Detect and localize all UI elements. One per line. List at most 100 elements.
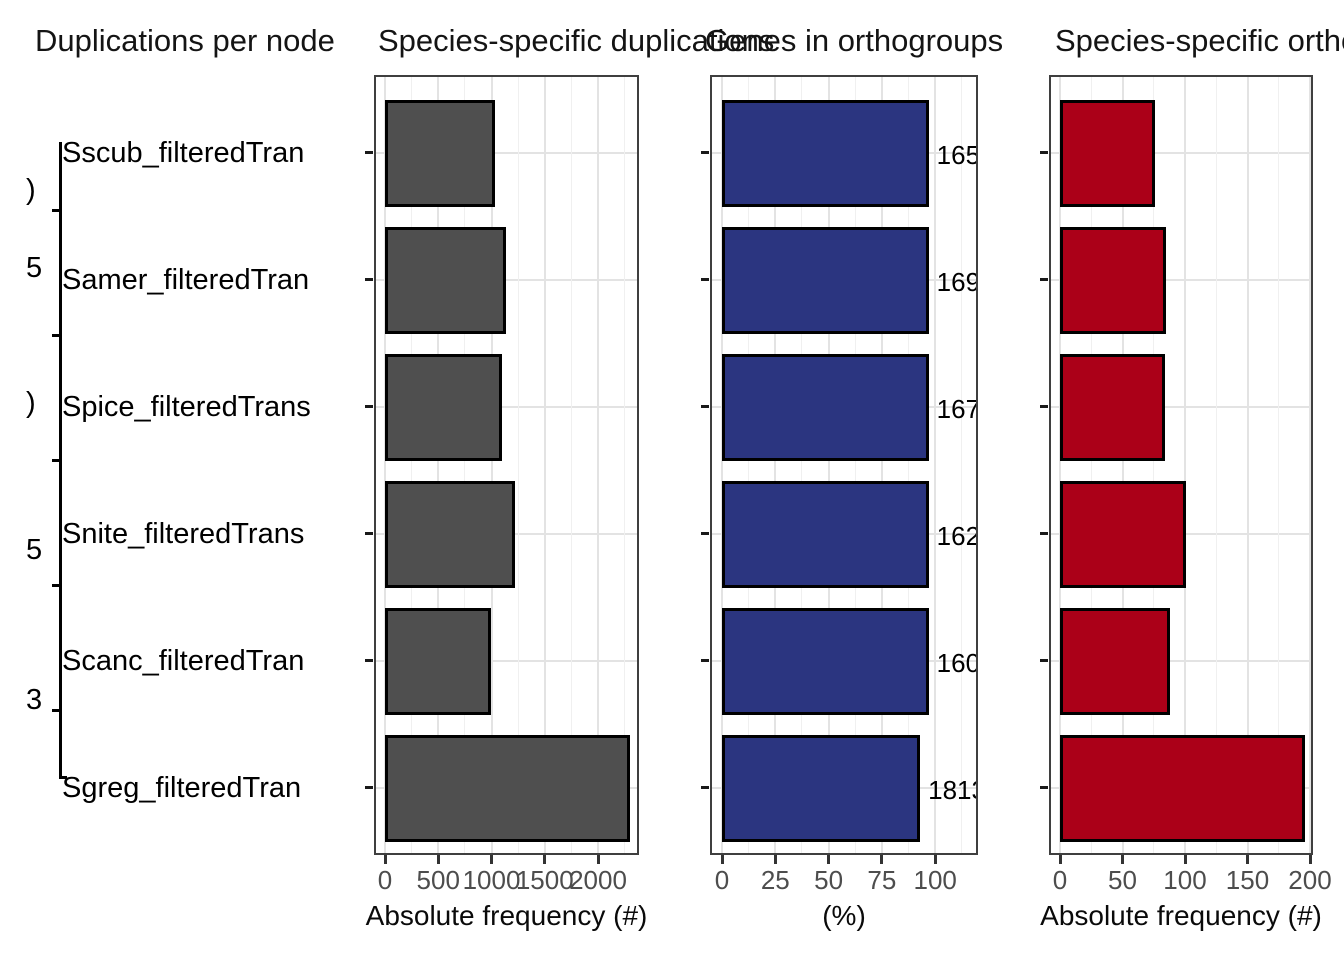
bar	[722, 734, 921, 842]
bar-value-label: 169	[936, 267, 978, 297]
species-tip-label: Scanc_filteredTran	[62, 645, 305, 677]
bar	[385, 734, 630, 842]
bar	[722, 480, 929, 588]
gridline-vertical-minor	[908, 77, 910, 853]
bar	[385, 226, 507, 334]
bar	[385, 99, 495, 207]
tree-node-branch	[52, 459, 61, 462]
bar	[385, 353, 503, 461]
gridline-vertical-major	[1121, 77, 1124, 853]
x-axis-tick	[933, 855, 937, 864]
x-axis-title: (%)	[822, 900, 866, 931]
plot-panel: 165 169 167 162 160 1813	[710, 75, 978, 855]
x-axis-tick-label: 1500	[515, 865, 574, 895]
y-axis-tick	[1040, 405, 1048, 408]
bar	[1060, 226, 1166, 334]
x-axis-tick	[436, 855, 440, 864]
y-axis-tick	[365, 532, 373, 535]
y-axis-tick	[365, 405, 373, 408]
gridline-horizontal	[376, 279, 637, 281]
species-tip-label: Snite_filteredTrans	[62, 518, 305, 550]
bar	[385, 480, 515, 588]
plot-panel	[1049, 75, 1313, 855]
bar	[385, 607, 492, 715]
gridline-vertical-minor	[464, 77, 466, 853]
gridline-vertical-minor	[517, 77, 519, 853]
gridline-horizontal	[1051, 152, 1311, 154]
x-axis-tick	[880, 855, 884, 864]
species-tip-label: Samer_filteredTran	[62, 264, 310, 296]
bar-value-label: 160	[936, 648, 978, 678]
x-axis-tick-label: 0	[714, 865, 730, 895]
gridline-horizontal	[1051, 406, 1311, 408]
gridline-vertical-minor	[1090, 77, 1092, 853]
tree-node-label-fragment: )	[26, 387, 36, 419]
y-axis-tick	[365, 151, 373, 154]
gridline-horizontal	[1051, 660, 1311, 662]
gridline-vertical-minor	[854, 77, 856, 853]
gridline-vertical-minor	[801, 77, 803, 853]
bar-value-label: 165	[936, 140, 978, 170]
y-axis-tick	[365, 786, 373, 789]
y-axis-tick	[1040, 786, 1048, 789]
gridline-vertical-major	[721, 77, 723, 853]
gridline-horizontal	[376, 660, 637, 662]
x-axis-tick	[773, 855, 777, 864]
gridline-horizontal	[376, 152, 637, 154]
y-axis-tick	[1040, 278, 1048, 281]
x-axis-tick-label: 500	[416, 865, 460, 895]
y-axis-tick	[1040, 151, 1048, 154]
x-axis-tick	[1246, 855, 1249, 864]
tree-node-label-fragment: 3	[26, 684, 43, 716]
x-axis-title: Absolute frequency (#)	[1040, 900, 1322, 931]
gridline-vertical-major	[543, 77, 546, 853]
bar-value-label: 162	[936, 521, 978, 551]
y-axis-tick	[701, 151, 709, 154]
gridline-vertical-major	[934, 77, 937, 853]
gridline-vertical-minor	[748, 77, 750, 853]
x-axis-tick	[1308, 855, 1312, 864]
x-axis-tick-label: 2000	[569, 865, 627, 895]
x-axis-tick-label: 1000	[462, 865, 521, 895]
bar-value-label: 1813	[928, 775, 976, 805]
tree-node-branch	[52, 209, 61, 212]
bar-value-label: 167	[936, 394, 978, 424]
bar	[722, 353, 929, 461]
bar	[722, 607, 929, 715]
tree-node-label-fragment: 5	[26, 534, 43, 566]
x-axis-tick-label: 50	[814, 865, 844, 895]
y-axis-tick	[701, 659, 709, 662]
x-axis-tick-label: 150	[1225, 865, 1270, 895]
x-axis-tick	[543, 855, 547, 864]
x-axis-tick	[1121, 855, 1124, 864]
gridline-vertical-minor	[961, 77, 963, 853]
genes-panel-title: Genes in orthogroups	[705, 23, 1004, 58]
species-tip-label: Spice_filteredTrans	[62, 391, 311, 423]
x-axis-title: Absolute frequency (#)	[365, 900, 648, 931]
tree-corner-branch	[59, 776, 67, 779]
x-axis-tick	[596, 855, 600, 864]
x-axis-tick-label: 0	[377, 865, 393, 895]
y-axis-tick	[1040, 532, 1048, 535]
gridline-vertical-major	[1309, 77, 1311, 853]
tree-node-branch	[52, 709, 61, 712]
bar	[1060, 734, 1305, 842]
x-axis-tick	[827, 855, 831, 864]
y-axis-tick	[1040, 659, 1048, 662]
gridline-vertical-minor	[624, 77, 626, 853]
gridline-vertical-major	[1059, 77, 1061, 853]
gridline-vertical-minor	[570, 77, 572, 853]
gridline-vertical-major	[384, 77, 386, 853]
y-axis-tick	[701, 532, 709, 535]
bar	[722, 226, 929, 334]
x-axis-tick-label: 50	[1108, 865, 1137, 895]
gridline-vertical-major	[437, 77, 440, 853]
y-axis-tick	[701, 786, 709, 789]
gridline-vertical-major	[1184, 77, 1186, 853]
x-axis-tick-label: 75	[867, 865, 897, 895]
x-axis-tick	[383, 855, 387, 864]
plot-panel	[374, 75, 639, 855]
gridline-horizontal	[1051, 279, 1311, 281]
gridline-horizontal	[376, 406, 637, 408]
